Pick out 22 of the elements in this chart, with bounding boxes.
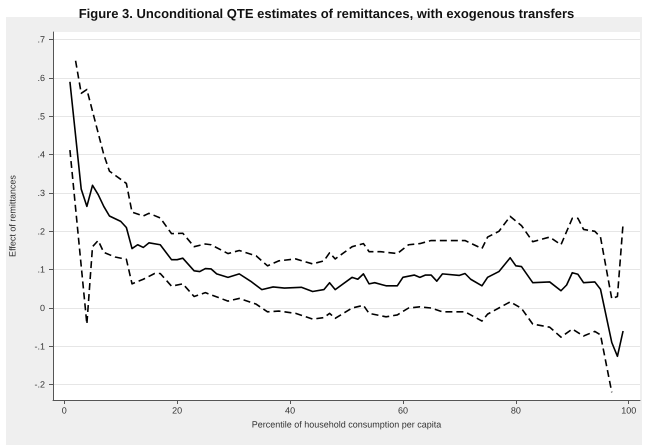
y-tick-label: -.2 xyxy=(34,380,45,390)
y-tick-label: .1 xyxy=(37,264,45,275)
y-tick-label: -.1 xyxy=(34,341,45,352)
x-tick-label: 20 xyxy=(172,406,182,416)
y-tick-label: .3 xyxy=(37,188,45,198)
x-tick-label: 0 xyxy=(62,406,67,416)
line-series xyxy=(69,81,624,358)
y-axis-title: Effect of remittances xyxy=(8,174,18,257)
chart-title: Figure 3. Unconditional QTE estimates of remittances, with exogenous transfers xyxy=(78,6,574,21)
x-tick-label: 100 xyxy=(621,406,636,416)
y-tick-label: 0 xyxy=(40,303,45,313)
y-tick-label: .2 xyxy=(37,226,45,236)
x-tick-label: 80 xyxy=(510,406,521,416)
line-series xyxy=(69,149,613,394)
y-tick-label: .4 xyxy=(37,150,45,160)
y-tick-label: .7 xyxy=(37,34,45,45)
y-tick-label: .5 xyxy=(37,111,45,122)
x-tick-label: 60 xyxy=(398,406,408,416)
x-axis-title: Percentile of household consumption per capita xyxy=(252,419,442,430)
x-tick-label: 40 xyxy=(285,406,296,416)
line-series xyxy=(74,60,624,300)
y-tick-label: .6 xyxy=(37,73,45,83)
